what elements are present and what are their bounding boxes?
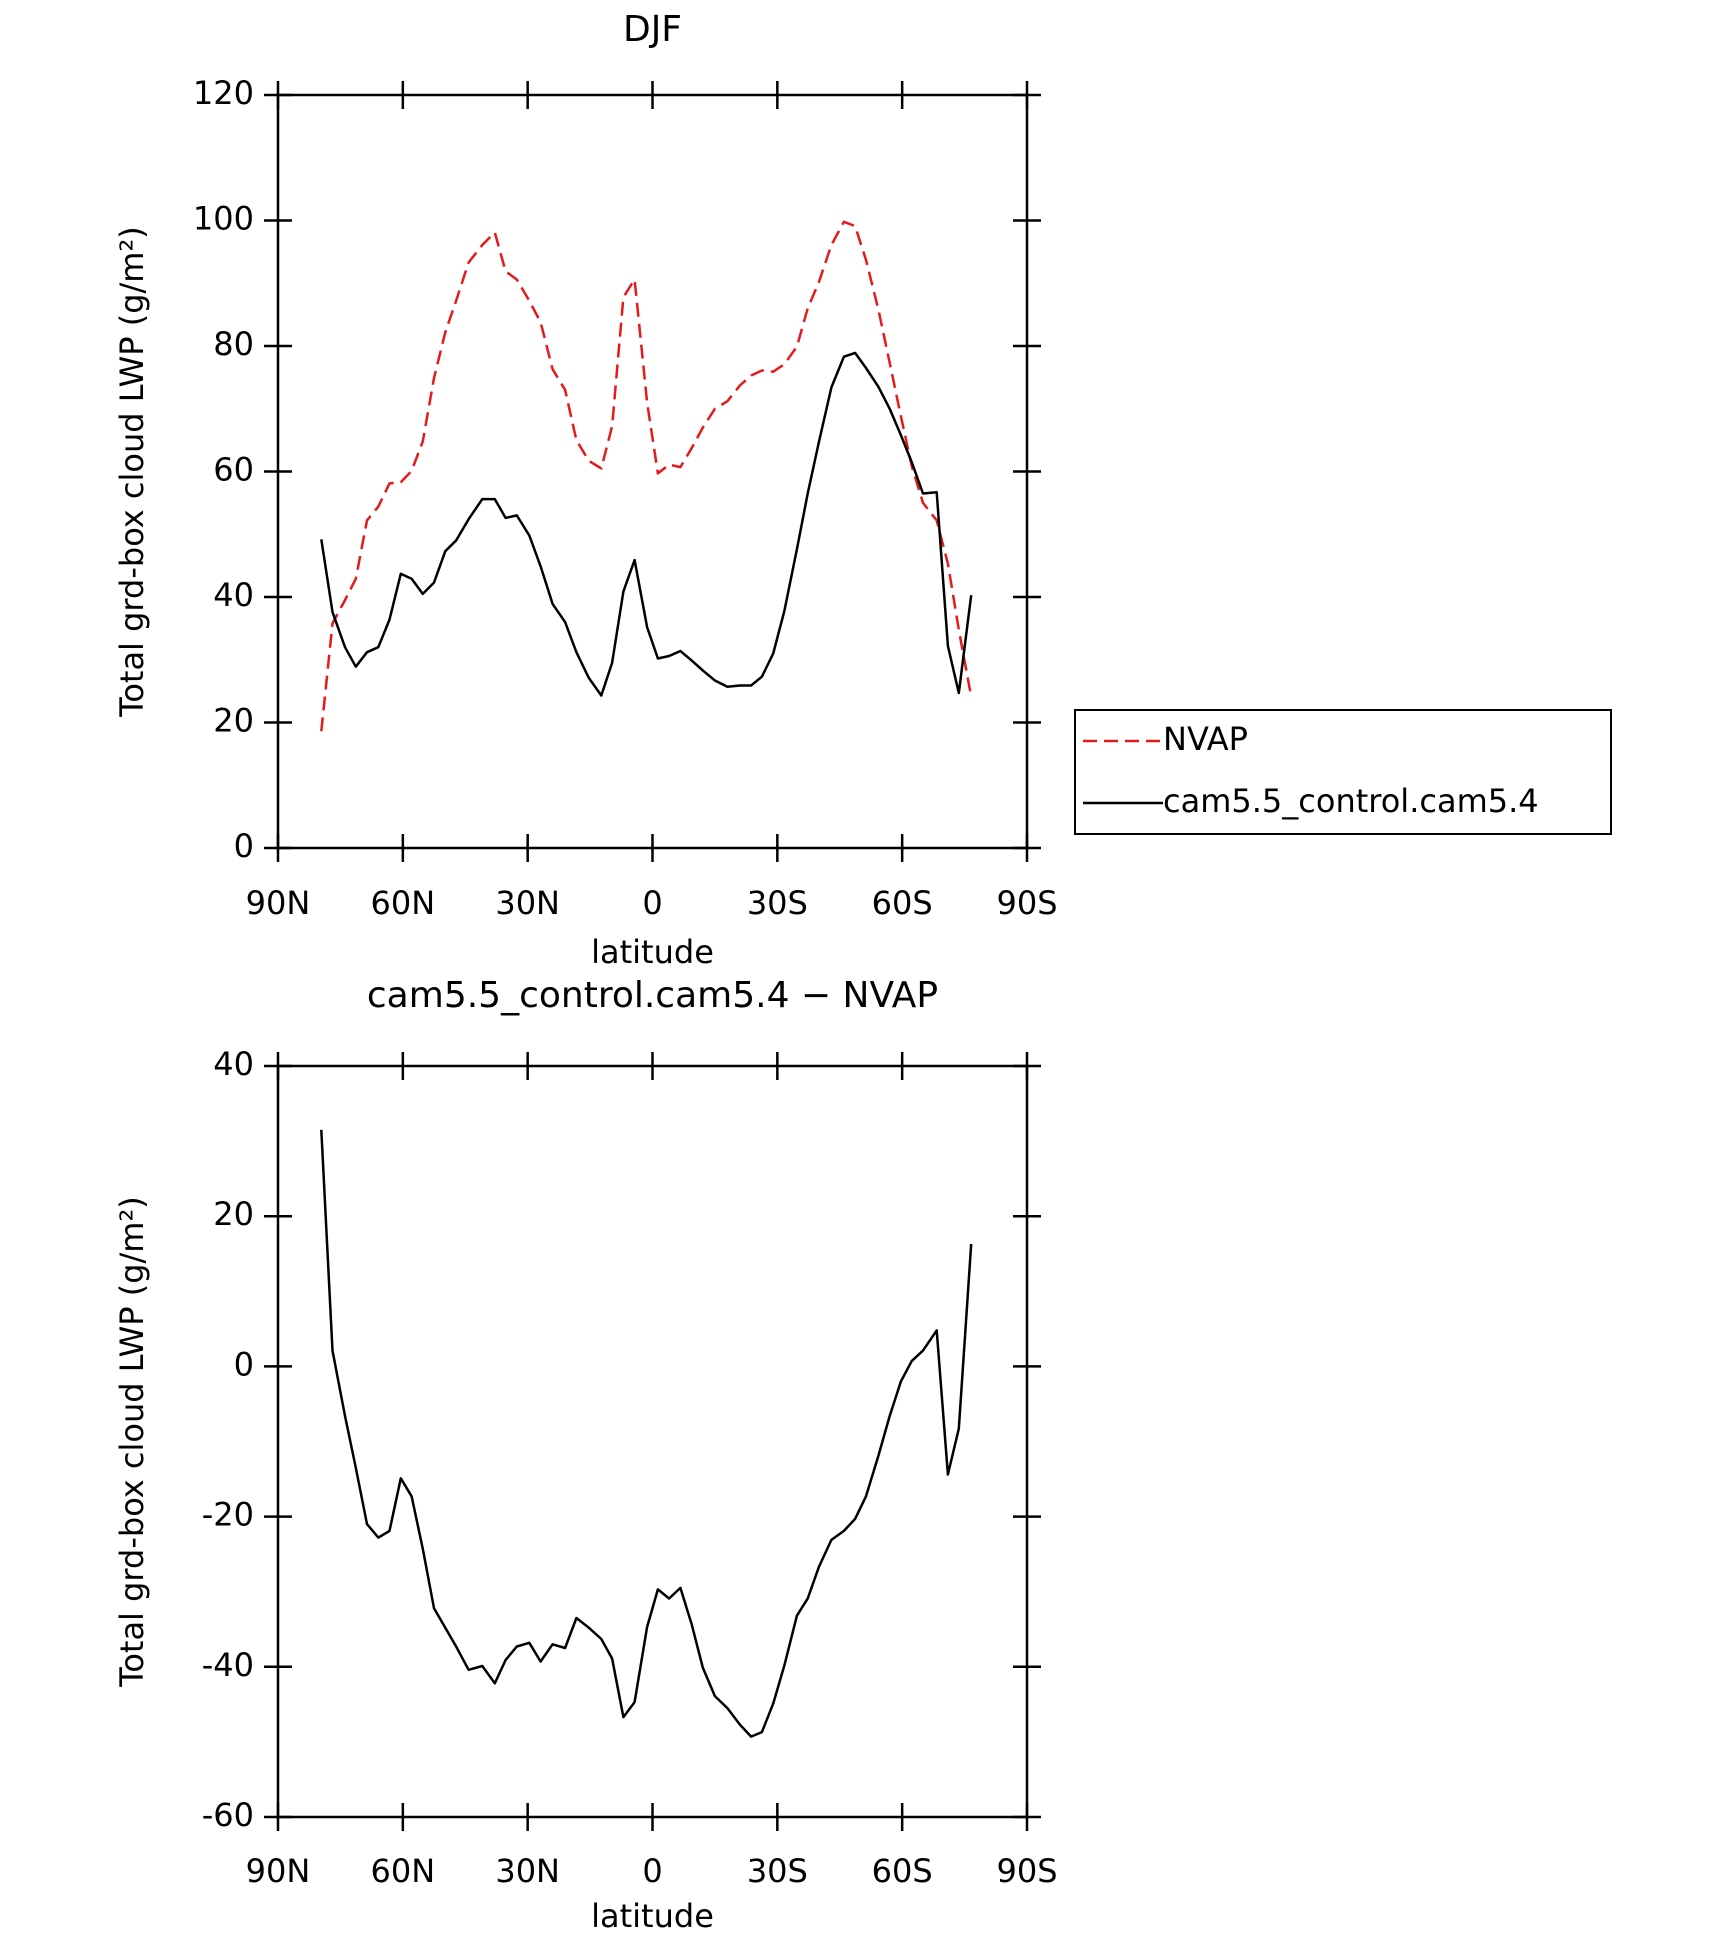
y-tick-label: 20 <box>213 702 254 740</box>
chart-title: DJF <box>623 9 682 50</box>
x-tick-label: 90S <box>996 1852 1057 1890</box>
y-tick-label: 0 <box>234 1345 254 1383</box>
y-tick-label: -60 <box>202 1796 254 1834</box>
y-tick-label: -40 <box>202 1646 254 1684</box>
plot-frame <box>276 1064 1029 1819</box>
legend-label: cam5.5_control.cam5.4 <box>1163 782 1539 820</box>
chart-title: cam5.5_control.cam5.4 − NVAP <box>367 975 938 1016</box>
y-tick-label: 80 <box>213 325 254 363</box>
legend-box <box>1074 709 1612 835</box>
y-axis-label: Total grd-box cloud LWP (g/m²) <box>113 226 151 718</box>
data-line <box>320 1129 973 1738</box>
legend-label: NVAP <box>1163 720 1248 758</box>
x-tick-label: 0 <box>642 884 662 922</box>
y-tick-label: 100 <box>193 200 254 238</box>
x-tick-label: 60N <box>371 1852 436 1890</box>
x-axis-label: latitude <box>591 1897 714 1933</box>
y-tick-label: 40 <box>213 1045 254 1083</box>
y-tick-label: 60 <box>213 451 254 489</box>
data-line <box>320 220 973 732</box>
x-tick-label: 90S <box>996 884 1057 922</box>
y-axis-label: Total grd-box cloud LWP (g/m²) <box>113 1196 151 1688</box>
y-tick-label: 20 <box>213 1195 254 1233</box>
y-tick-label: 40 <box>213 576 254 614</box>
x-tick-label: 60N <box>371 884 436 922</box>
y-tick-label: 120 <box>193 74 254 112</box>
y-tick-label: -20 <box>202 1496 254 1534</box>
x-tick-label: 90N <box>246 884 311 922</box>
x-tick-label: 60S <box>872 1852 933 1890</box>
x-tick-label: 30N <box>495 1852 560 1890</box>
x-tick-label: 0 <box>642 1852 662 1890</box>
x-axis-label: latitude <box>591 933 714 971</box>
x-tick-label: 30S <box>747 884 808 922</box>
x-tick-label: 90N <box>246 1852 311 1890</box>
y-tick-label: 0 <box>234 827 254 865</box>
x-tick-label: 30N <box>495 884 560 922</box>
data-line <box>320 351 973 697</box>
x-tick-label: 30S <box>747 1852 808 1890</box>
x-tick-label: 60S <box>872 884 933 922</box>
